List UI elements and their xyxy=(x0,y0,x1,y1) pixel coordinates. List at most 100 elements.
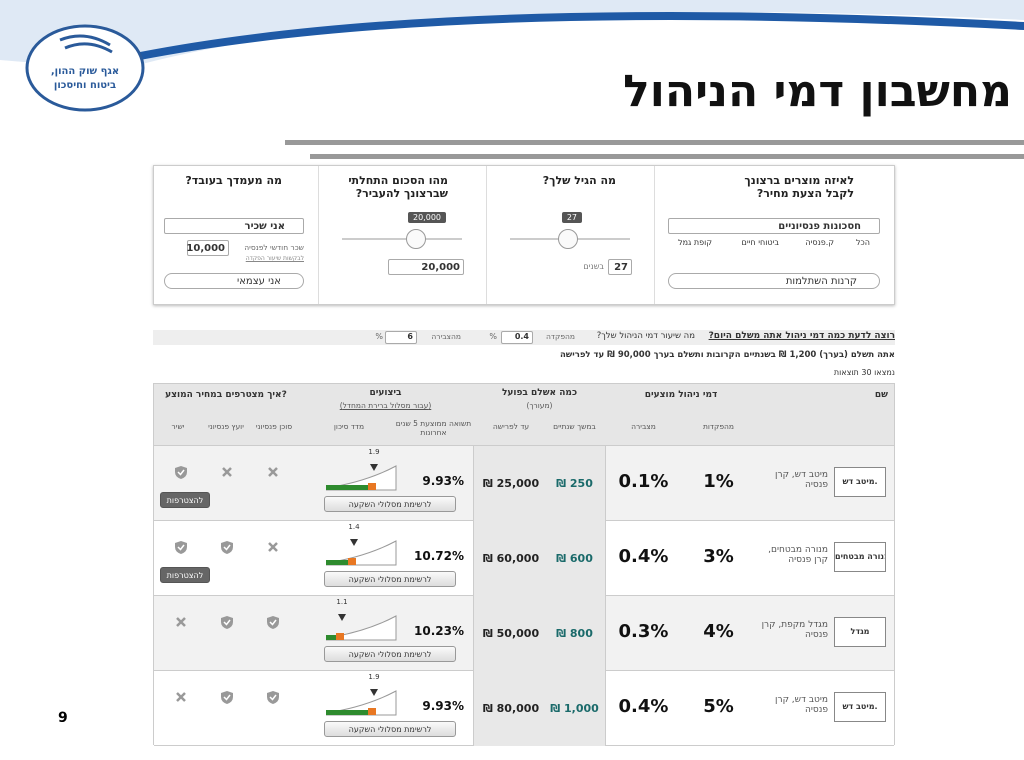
deposit-input[interactable]: 0.4 xyxy=(501,331,533,344)
avg-return: 10.23% xyxy=(414,624,464,638)
icon-available xyxy=(267,691,279,704)
channel-icons xyxy=(154,691,298,705)
accum-fee: 0.3% xyxy=(618,621,669,642)
subheader: תשואה ממוצעת 5 שנים אחרונות xyxy=(395,419,472,437)
channel-icons xyxy=(154,466,298,480)
channel-icons xyxy=(154,616,298,630)
cost-retire: 80,000 ₪ xyxy=(482,702,540,715)
risk-marker xyxy=(350,539,358,546)
header-note: (עבור מסלול ברירת המחדל) xyxy=(339,401,432,410)
icon-available xyxy=(267,616,279,629)
subheader: עד לפרישה xyxy=(492,422,530,431)
header: דמי ניהול מוצעים xyxy=(644,390,718,400)
deposit-fee: 1% xyxy=(703,471,734,492)
tracks-button[interactable]: לרשימת מסלולי השקעה xyxy=(324,721,456,737)
question: לאיזה מוצרים ברצונך לקבל הצעת מחיר? חסכו… xyxy=(654,166,894,304)
subheader: מהפקדות xyxy=(702,422,735,431)
subheader: במשך שנתיים xyxy=(553,422,596,431)
tracks-button[interactable]: לרשימת מסלולי השקעה xyxy=(324,646,456,662)
join-button[interactable]: להצטרפות xyxy=(160,567,210,583)
checkbox[interactable]: קופת גמל xyxy=(678,238,712,247)
icon-unavailable xyxy=(268,542,278,552)
question-panel: לאיזה מוצרים ברצונך לקבל הצעת מחיר? חסכו… xyxy=(153,165,895,305)
question: מה הגיל שלך? 27 27 בשנים xyxy=(486,166,654,304)
question: מהו הסכום התחלתי שברצונך להעביר? 20,000 … xyxy=(318,166,486,304)
join-button[interactable]: להצטרפות xyxy=(160,492,210,508)
question-title: מה הגיל שלך? xyxy=(542,174,616,187)
accum-fee: 0.4% xyxy=(618,696,669,717)
deposit-fee: 4% xyxy=(703,621,734,642)
fee-strip: רוצה לדעת כמה דמי ניהול אתה משלם היום? מ… xyxy=(153,330,895,345)
company-name: מיטב דש, קרן פנסיה xyxy=(775,470,828,490)
company-name: מנורה מבטחים, קרן פנסיה xyxy=(768,545,828,565)
slider-knob[interactable] xyxy=(558,229,578,249)
icon-available xyxy=(221,616,233,629)
company-logo: מנורה מבטחים xyxy=(834,542,886,572)
cost-two-years: 250 ₪ xyxy=(556,477,593,490)
subheader: מצבירה xyxy=(631,422,656,431)
checkbox[interactable]: ביטוחי חיים xyxy=(741,238,779,247)
deposit-fee: 3% xyxy=(703,546,734,567)
checkbox[interactable]: ק.פנסיה xyxy=(805,238,834,247)
cost-cell xyxy=(473,446,606,521)
subheader: ישיר xyxy=(171,422,185,431)
avg-return: 9.93% xyxy=(422,474,464,488)
icon-unavailable xyxy=(222,467,232,477)
tracks-button[interactable]: לרשימת מסלולי השקעה xyxy=(324,571,456,587)
question-title: מהו הסכום התחלתי שברצונך להעביר? xyxy=(348,174,448,200)
slider-knob[interactable] xyxy=(406,229,426,249)
question: מה מעמדך בעובד? אני שכיר שכר חודשי לפנסי… xyxy=(153,166,318,304)
slider-value: 27 xyxy=(561,212,582,223)
accum-input[interactable]: 6 xyxy=(385,331,417,344)
input[interactable]: 27 xyxy=(608,259,632,275)
company-logo: מיטב דש. xyxy=(834,692,886,722)
question-title: לאיזה מוצרים ברצונך לקבל הצעת מחיר? xyxy=(744,174,854,200)
input[interactable]: 10,000 xyxy=(186,240,229,256)
slide-title: מחשבון דמי הניהול xyxy=(623,66,1012,117)
cost-two-years: 800 ₪ xyxy=(556,627,593,640)
subheader: יועץ פנסיוני xyxy=(208,422,244,431)
header-note: (מעורך) xyxy=(526,401,553,410)
accum-fee: 0.1% xyxy=(618,471,669,492)
select[interactable]: חסכונות פנסיוניים xyxy=(668,218,880,234)
company-name: מיטב דש, קרן פנסיה xyxy=(775,695,828,715)
header: כמה אשלם בפועל xyxy=(501,388,578,398)
table-header xyxy=(154,384,894,446)
header: שם xyxy=(874,390,888,400)
radio[interactable]: אני עצמאי xyxy=(164,273,304,289)
logo-text: אגף שוק ההון, xyxy=(50,66,120,77)
logo-text: ביטוח וחיסכון xyxy=(53,80,117,91)
risk-value: 1.4 xyxy=(348,523,360,531)
company-logo: מגדל xyxy=(834,617,886,647)
checkbox[interactable]: הכל xyxy=(855,238,870,247)
cost-retire: 50,000 ₪ xyxy=(482,627,540,640)
salary-link[interactable]: לבקשות שיעור הפקדה xyxy=(245,255,304,262)
cost-cell xyxy=(473,671,606,746)
risk-gauge xyxy=(326,614,397,641)
risk-marker xyxy=(370,689,378,696)
results-count: נמצאו 30 תוצאות xyxy=(833,368,895,377)
company-logo: מיטב דש. xyxy=(834,467,886,497)
cost-retire: 60,000 ₪ xyxy=(482,552,540,565)
tracks-button[interactable]: לרשימת מסלולי השקעה xyxy=(324,496,456,512)
option[interactable]: אני שכיר xyxy=(164,218,304,234)
icon-unavailable xyxy=(176,617,186,627)
subheader: סוכן פנסיוני xyxy=(255,422,293,431)
summary: אתה תשלם (בערך) 1,200 ₪ בשנתיים הקרובות … xyxy=(559,350,895,360)
cost-two-years: 600 ₪ xyxy=(556,552,593,565)
header: ביצועים xyxy=(369,388,402,398)
results-table: איך מצטרפים במחיר המוצע? ביצועים (עבור מסל… xyxy=(153,383,895,746)
icon-unavailable xyxy=(268,467,278,477)
fee-link[interactable]: רוצה לדעת כמה דמי ניהול אתה משלם היום? xyxy=(708,331,895,341)
input[interactable]: 20,000 xyxy=(388,259,464,275)
company-name: מגדל מקפת, קרן פנסיה xyxy=(761,620,828,640)
icon-available xyxy=(175,541,187,554)
radio[interactable]: קרנות השתלמות xyxy=(668,273,880,289)
percent: % xyxy=(489,332,497,341)
risk-marker xyxy=(338,614,346,621)
salary-label: שכר חודשי לפנסיה xyxy=(244,243,304,252)
slider-track xyxy=(342,238,462,240)
question-title: מה מעמדך בעובד? xyxy=(185,174,282,187)
deposit-label: מהפקדה xyxy=(546,332,575,341)
